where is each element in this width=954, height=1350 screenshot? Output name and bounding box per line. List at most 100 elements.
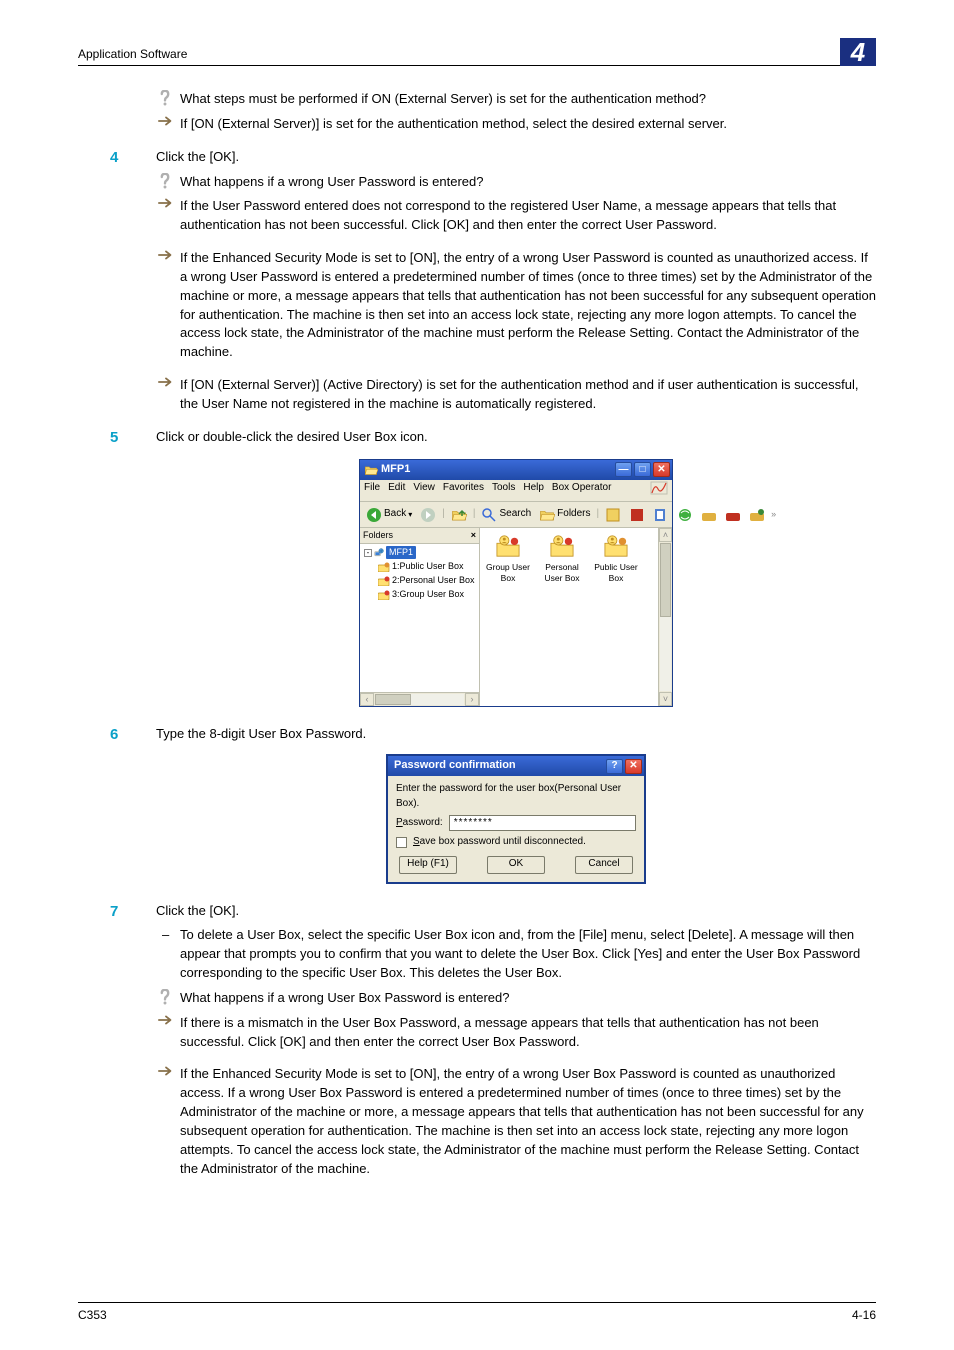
step-text: Click the [OK].: [156, 903, 239, 918]
ok-button[interactable]: OK: [487, 856, 545, 874]
question-text: What steps must be performed if ON (Exte…: [180, 90, 876, 109]
chapter-number-badge: 4: [840, 38, 876, 66]
menu-edit[interactable]: Edit: [388, 481, 405, 501]
tree-item-label: 3:Group User Box: [392, 588, 464, 601]
dialog-titlebar[interactable]: Password confirmation ? ✕: [388, 756, 644, 776]
dialog-prompt: Enter the password for the user box(Pers…: [396, 782, 636, 811]
tool-icon-1[interactable]: [603, 506, 623, 524]
icon-pane: Group User Box Personal User Box Public Us…: [480, 528, 658, 706]
menu-help[interactable]: Help: [523, 481, 544, 501]
step-number: 7: [110, 901, 118, 923]
tool-icon-3[interactable]: [651, 506, 671, 524]
maximize-button[interactable]: □: [634, 462, 651, 477]
tree-item[interactable]: 1:Public User Box: [362, 560, 477, 574]
question-text: What happens if a wrong User Box Passwor…: [180, 989, 876, 1008]
folders-button[interactable]: Folders: [537, 506, 592, 524]
close-folders-button[interactable]: ×: [471, 529, 476, 542]
menu-tools[interactable]: Tools: [492, 481, 515, 501]
main-v-scrollbar[interactable]: ˄ ˅: [658, 528, 672, 706]
dialog-close-button[interactable]: ✕: [625, 759, 642, 774]
menu-box-operator[interactable]: Box Operator: [552, 481, 611, 501]
folder-tree: - MFP1 1:Public User Box2:Personal User …: [360, 544, 479, 692]
tree-item[interactable]: 2:Personal User Box: [362, 574, 477, 588]
answer-text: If [ON (External Server)] is set for the…: [180, 115, 876, 134]
arrow-icon: [156, 197, 180, 209]
tool-icon-2[interactable]: [627, 506, 647, 524]
folders-h-scrollbar[interactable]: ‹ ›: [360, 692, 479, 706]
step-number: 5: [110, 427, 118, 449]
window-titlebar[interactable]: MFP1 — □ ✕: [360, 460, 672, 480]
userbox-icon-item[interactable]: Group User Box: [484, 534, 532, 583]
userbox-icon: [494, 534, 522, 558]
tree-root[interactable]: - MFP1: [362, 546, 477, 560]
search-button[interactable]: Search: [479, 506, 533, 524]
section-title: Application Software: [78, 46, 187, 63]
dialog-title: Password confirmation: [394, 758, 516, 774]
help-button[interactable]: Help (F1): [399, 856, 457, 874]
tree-item[interactable]: 3:Group User Box: [362, 588, 477, 602]
explorer-window: MFP1 — □ ✕ File Edit View Favorites Tool…: [359, 459, 673, 708]
up-button[interactable]: [449, 506, 469, 524]
userbox-icon: [378, 562, 390, 572]
tree-item-label: 2:Personal User Box: [392, 574, 475, 587]
footer-left: C353: [78, 1307, 107, 1324]
arrow-icon: [156, 115, 180, 127]
save-password-checkbox[interactable]: [396, 837, 407, 848]
menu-view[interactable]: View: [413, 481, 435, 501]
userbox-label: Public User Box: [592, 562, 640, 582]
userbox-icon: [378, 590, 390, 600]
back-button[interactable]: Back ▾: [364, 506, 414, 524]
answer-text: If there is a mismatch in the User Box P…: [180, 1014, 876, 1052]
password-dialog: Password confirmation ? ✕ Enter the pass…: [386, 754, 646, 884]
step-text: Click the [OK].: [156, 149, 239, 164]
tree-item-label: 1:Public User Box: [392, 560, 464, 573]
dash-bullet: –: [156, 926, 180, 945]
dialog-help-button[interactable]: ?: [606, 759, 623, 774]
password-input[interactable]: ********: [449, 815, 636, 831]
step-text: Click or double-click the desired User B…: [156, 429, 428, 444]
dash-text: To delete a User Box, select the specifi…: [180, 926, 876, 983]
forward-button[interactable]: [418, 506, 438, 524]
arrow-icon: [156, 249, 180, 261]
userbox-icon: [602, 534, 630, 558]
question-icon: [156, 989, 180, 1005]
menu-bar: File Edit View Favorites Tools Help Box …: [360, 480, 672, 503]
userbox-icon-item[interactable]: Personal User Box: [538, 534, 586, 583]
answer-text: If the Enhanced Security Mode is set to …: [180, 1065, 876, 1178]
folders-pane: Folders × - MFP1 1:Public User Box2:Pers…: [360, 528, 480, 706]
arrow-icon: [156, 376, 180, 388]
step-text: Type the 8-digit User Box Password.: [156, 726, 366, 741]
save-password-label: Save box password until disconnected.: [413, 835, 586, 850]
userbox-icon-item[interactable]: Public User Box: [592, 534, 640, 583]
step-number: 6: [110, 724, 118, 746]
arrow-icon: [156, 1014, 180, 1026]
step-number: 4: [110, 147, 118, 169]
tool-icon-7[interactable]: [747, 506, 767, 524]
userbox-label: Personal User Box: [538, 562, 586, 582]
window-title: MFP1: [381, 462, 410, 478]
userbox-icon: [548, 534, 576, 558]
password-label: Password:: [396, 816, 443, 831]
menu-favorites[interactable]: Favorites: [443, 481, 484, 501]
answer-text: If [ON (External Server)] (Active Direct…: [180, 376, 876, 414]
page-footer: C353 4-16: [78, 1302, 876, 1324]
userbox-label: Group User Box: [484, 562, 532, 582]
answer-text: If the Enhanced Security Mode is set to …: [180, 249, 876, 362]
minimize-button[interactable]: —: [615, 462, 632, 477]
tool-icon-6[interactable]: [723, 506, 743, 524]
question-text: What happens if a wrong User Password is…: [180, 173, 876, 192]
menu-file[interactable]: File: [364, 481, 380, 501]
userbox-icon: [378, 576, 390, 586]
cancel-button[interactable]: Cancel: [575, 856, 633, 874]
window-logo-icon: [650, 481, 668, 501]
arrow-icon: [156, 1065, 180, 1077]
close-button[interactable]: ✕: [653, 462, 670, 477]
footer-right: 4-16: [852, 1307, 876, 1324]
tool-icon-5[interactable]: [699, 506, 719, 524]
toolbar: Back ▾ | | Search: [360, 502, 672, 528]
tool-icon-4[interactable]: [675, 506, 695, 524]
answer-text: If the User Password entered does not co…: [180, 197, 876, 235]
folders-label: Folders: [363, 529, 393, 542]
page-header: Application Software 4: [78, 38, 876, 66]
question-icon: [156, 173, 180, 189]
